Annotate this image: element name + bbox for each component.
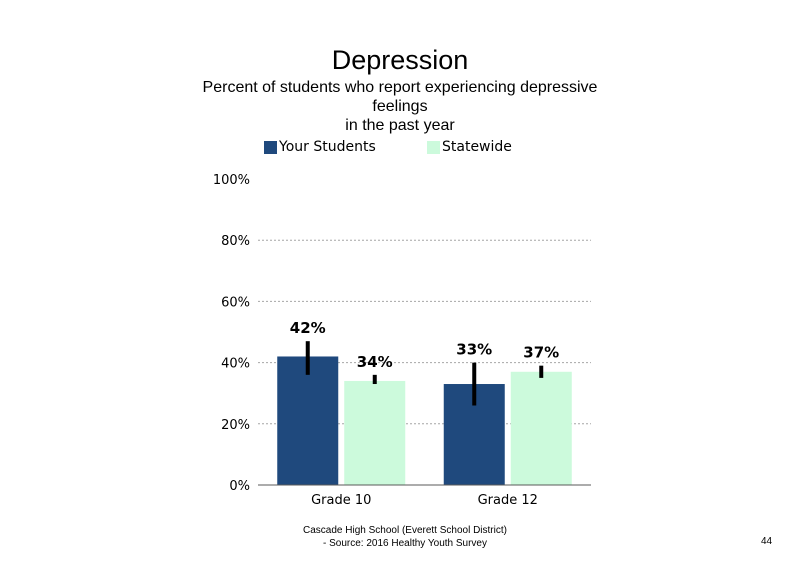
bar-statewide-grade-12	[510, 371, 572, 485]
y-tick-label: 80%	[221, 234, 250, 249]
y-tick-label: 40%	[221, 357, 250, 372]
subtitle-line-2: feelings	[372, 98, 428, 115]
legend-label-statewide: Statewide	[442, 139, 512, 155]
chart-title: Depression	[331, 45, 469, 75]
footer-line-1: Cascade High School (Everett School Dist…	[303, 525, 507, 536]
legend-item-statewide: Statewide	[427, 139, 512, 155]
footer: Cascade High School (Everett School Dist…	[250, 524, 560, 550]
legend-item-your-students: Your Students	[264, 139, 376, 155]
data-label: 42%	[290, 319, 326, 337]
y-tick-label: 20%	[221, 418, 250, 433]
chart-subtitle: Percent of students who report experienc…	[190, 78, 610, 135]
x-tick-label: Grade 10	[311, 493, 371, 508]
x-tick-label: Grade 12	[478, 493, 538, 508]
legend-swatch-your-students	[264, 140, 277, 154]
page-number: 44	[761, 536, 773, 547]
data-label: 37%	[523, 344, 559, 362]
y-tick-label: 0%	[229, 479, 250, 494]
legend-swatch-statewide	[427, 140, 440, 154]
bar-statewide-grade-10	[344, 380, 406, 485]
subtitle-line-1: Percent of students who report experienc…	[202, 79, 598, 96]
footer-line-2: - Source: 2016 Healthy Youth Survey	[323, 538, 487, 549]
y-tick-label: 60%	[221, 295, 250, 310]
data-label: 33%	[456, 341, 492, 359]
data-label: 34%	[357, 353, 393, 371]
bar-your-students-grade-10	[277, 356, 339, 485]
subtitle-line-3: in the past year	[345, 117, 455, 134]
y-tick-label: 100%	[213, 173, 250, 188]
chart-legend: Your Students Statewide	[0, 139, 800, 159]
legend-label-your-students: Your Students	[279, 139, 376, 155]
